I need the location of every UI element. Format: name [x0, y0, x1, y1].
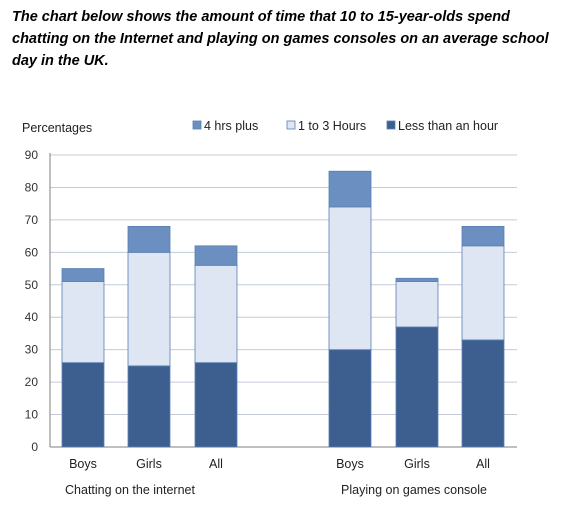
bar-segment: [461, 339, 505, 448]
y-tick-label: 10: [25, 408, 39, 422]
bar-segment: [194, 245, 238, 266]
x-tick-label: Boys: [336, 457, 364, 471]
legend-label: 4 hrs plus: [204, 119, 258, 133]
y-axis-label: Percentages: [22, 121, 92, 135]
y-tick-label: 80: [25, 180, 39, 194]
y-tick-label: 30: [25, 343, 39, 357]
bar-segment: [194, 362, 238, 448]
legend-swatch: [386, 120, 396, 130]
legend-swatch: [192, 120, 202, 130]
group-label: Chatting on the internet: [65, 483, 195, 497]
bar-segment: [127, 225, 171, 253]
bar-segment: [395, 281, 439, 328]
x-tick-label: Boys: [69, 457, 97, 471]
y-tick-label: 0: [31, 440, 38, 454]
x-tick-label: Girls: [136, 457, 162, 471]
x-tick-label: Girls: [404, 457, 430, 471]
group-label: Playing on games console: [341, 483, 487, 497]
y-tick-label: 90: [25, 148, 39, 162]
bar-segment: [395, 326, 439, 448]
bar-segment: [395, 277, 439, 282]
y-tick-label: 70: [25, 213, 39, 227]
bar-segment: [127, 365, 171, 448]
bar-segment: [61, 268, 105, 282]
x-tick-label: All: [209, 457, 223, 471]
legend-label: Less than an hour: [398, 119, 498, 133]
y-tick-label: 20: [25, 375, 39, 389]
bar-segment: [328, 206, 372, 351]
bar-segment: [328, 170, 372, 208]
legend-swatch: [286, 120, 296, 130]
bar-segment: [461, 225, 505, 247]
bar-segment: [61, 281, 105, 364]
bar-segment: [127, 251, 171, 367]
y-tick-label: 50: [25, 278, 39, 292]
y-tick-label: 40: [25, 310, 39, 324]
bar-segment: [461, 245, 505, 341]
chart-intro-text: The chart below shows the amount of time…: [12, 9, 549, 69]
bar-segment: [328, 349, 372, 448]
bar-segment: [194, 264, 238, 364]
x-tick-label: All: [476, 457, 490, 471]
y-tick-label: 60: [25, 245, 39, 259]
legend-label: 1 to 3 Hours: [298, 119, 366, 133]
bar-segment: [61, 362, 105, 448]
